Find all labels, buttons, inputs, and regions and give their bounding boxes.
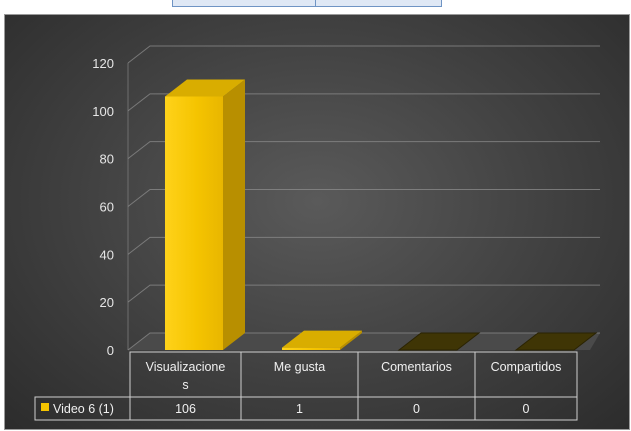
data-label-3: 0 (413, 402, 420, 416)
gridline-40 (127, 236, 600, 255)
bar-3 (397, 332, 481, 351)
bar-side (340, 330, 362, 350)
category-label-1-line2: s (182, 378, 188, 392)
bar-top (397, 332, 481, 351)
legend-cell (34, 396, 131, 421)
legend-swatch (41, 403, 49, 411)
data-table: Visualizacione s Me gusta Comentarios Compar… (34, 351, 578, 421)
bar-1 (165, 79, 245, 350)
bar-side (223, 79, 245, 350)
y-tick-40: 40 (100, 247, 114, 262)
legend-series-name: Video 6 (1) (53, 402, 114, 416)
gridlines (127, 45, 600, 351)
data-label-4: 0 (523, 402, 530, 416)
y-tick-60: 60 (100, 200, 114, 215)
data-label-2: 1 (296, 402, 303, 416)
bar-front (165, 96, 223, 350)
y-tick-100: 100 (92, 104, 114, 119)
bar-top (514, 332, 598, 351)
bar-front (282, 347, 340, 350)
bar-top (165, 79, 245, 97)
bar-top (282, 330, 362, 348)
y-tick-20: 20 (100, 295, 114, 310)
y-tick-80: 80 (100, 152, 114, 167)
category-label-3: Comentarios (381, 360, 452, 374)
toolbar-strip (172, 0, 442, 7)
chart-area (4, 14, 630, 430)
gridline-100 (127, 93, 600, 112)
y-tick-120: 120 (92, 56, 114, 71)
gridline-20 (127, 284, 600, 303)
category-label-2: Me gusta (274, 360, 325, 374)
bars (165, 79, 598, 351)
bar-4 (514, 332, 598, 351)
y-tick-0: 0 (107, 343, 114, 358)
category-label-4: Compartidos (491, 360, 562, 374)
data-label-1: 106 (175, 402, 196, 416)
gridline-80 (127, 141, 600, 160)
floor (128, 333, 600, 350)
bar-2 (282, 330, 362, 350)
table-header-cell (240, 351, 359, 398)
y-tick-labels: 0 20 40 60 80 100 120 (92, 56, 114, 358)
gridline-60 (127, 189, 600, 207)
table-header-cell (474, 351, 578, 398)
table-value-cell (474, 396, 578, 421)
gridline-120 (127, 45, 600, 64)
category-label-1-line1: Visualizacione (146, 360, 226, 374)
table-header-cell (357, 351, 476, 398)
